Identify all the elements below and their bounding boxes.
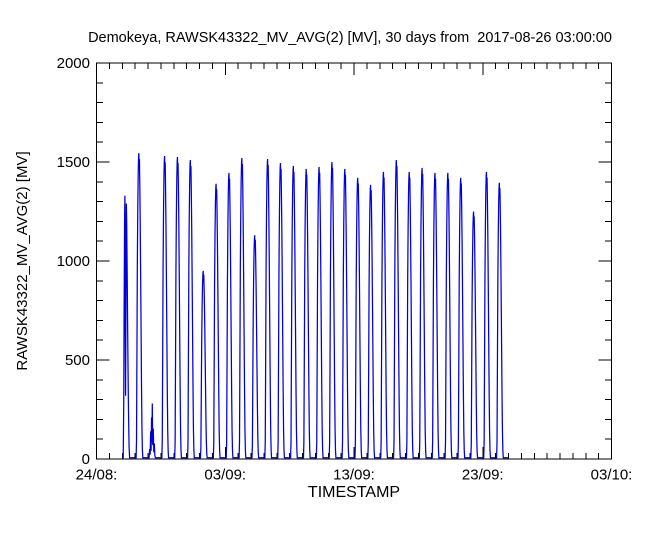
y-tick-label: 500	[65, 352, 90, 369]
x-axis-title: TIMESTAMP	[308, 484, 400, 501]
y-tick-label: 1000	[57, 253, 90, 270]
x-tick-label: 03/09:	[204, 467, 246, 484]
x-tick-label: 13/09:	[333, 467, 375, 484]
x-tick-label: 24/08:	[76, 467, 118, 484]
x-tick-labels: 24/08: 03/09: 13/09: 23/09: 03/10:	[76, 467, 633, 484]
y-axis-title: RAWSK43322_MV_AVG(2) [MV]	[14, 151, 31, 370]
data-series-line	[122, 153, 509, 459]
y-tick-label: 1500	[57, 154, 90, 171]
y-tick-label: 0	[82, 451, 90, 468]
chart-title: Demokeya, RAWSK43322_MV_AVG(2) [MV], 30 …	[88, 30, 612, 46]
x-tick-label: 23/09:	[462, 467, 504, 484]
y-tick-label: 2000	[57, 55, 90, 72]
y-tick-labels: 0 500 1000 1500 2000	[57, 55, 90, 468]
x-tick-label: 03/10:	[591, 467, 633, 484]
plot-axes	[96, 62, 612, 460]
plot-border	[96, 62, 612, 460]
